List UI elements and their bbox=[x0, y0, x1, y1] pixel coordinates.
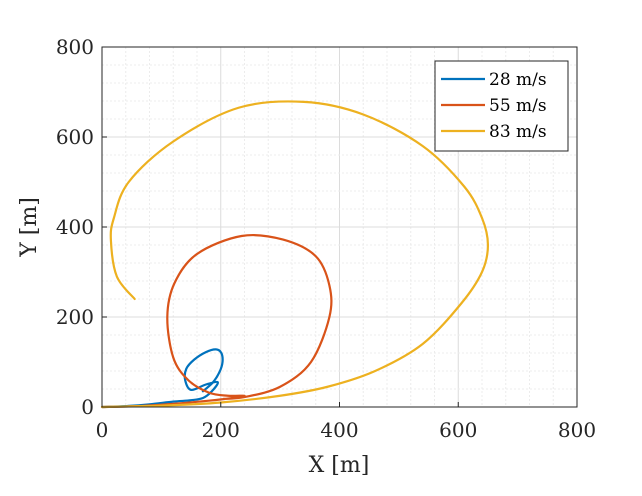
x-tick-label: 800 bbox=[558, 418, 596, 442]
legend: 28 m/s 55 m/s 83 m/s bbox=[434, 60, 569, 152]
y-tick-label: 200 bbox=[56, 305, 94, 329]
y-tick-label: 800 bbox=[56, 35, 94, 59]
x-axis-label: X [m] bbox=[309, 453, 370, 478]
tick-labels: 0 200 400 600 800 0 200 400 600 800 bbox=[56, 35, 596, 442]
y-tick-label: 0 bbox=[81, 395, 94, 419]
plot-lines bbox=[100, 100, 490, 409]
y-axis-label: Y [m] bbox=[17, 197, 42, 258]
series-line-3 bbox=[100, 100, 490, 409]
x-tick-label: 600 bbox=[439, 418, 477, 442]
legend-entry-3: 83 m/s bbox=[489, 122, 547, 142]
series-line-2 bbox=[100, 233, 333, 409]
axes bbox=[101, 46, 578, 408]
y-tick-label: 600 bbox=[56, 125, 94, 149]
x-tick-label: 0 bbox=[96, 418, 109, 442]
series-line-1 bbox=[100, 348, 224, 409]
legend-entry-1: 28 m/s bbox=[489, 70, 547, 90]
y-tick-label: 400 bbox=[56, 215, 94, 239]
x-tick-label: 200 bbox=[202, 418, 240, 442]
x-tick-label: 400 bbox=[320, 418, 358, 442]
legend-entry-2: 55 m/s bbox=[489, 96, 547, 116]
